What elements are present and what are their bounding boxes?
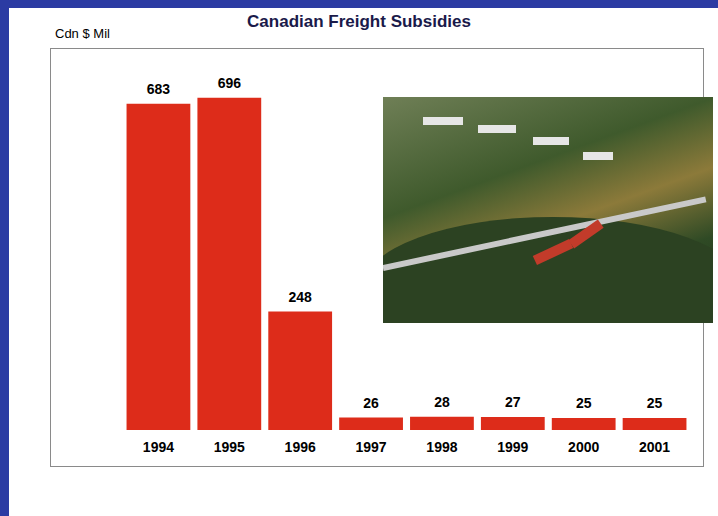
svg-text:26: 26: [363, 395, 379, 411]
svg-text:2000: 2000: [568, 439, 599, 455]
svg-text:696: 696: [218, 75, 242, 91]
svg-text:25: 25: [647, 395, 663, 411]
svg-text:1995: 1995: [214, 439, 245, 455]
svg-text:1994: 1994: [143, 439, 174, 455]
svg-text:27: 27: [505, 394, 521, 410]
svg-text:1998: 1998: [426, 439, 457, 455]
svg-text:28: 28: [434, 394, 450, 410]
svg-text:1997: 1997: [355, 439, 386, 455]
svg-text:683: 683: [147, 81, 171, 97]
svg-text:1996: 1996: [285, 439, 316, 455]
svg-text:25: 25: [576, 395, 592, 411]
svg-text:1999: 1999: [497, 439, 528, 455]
svg-text:Canadian Freight Subsidies: Canadian Freight Subsidies: [247, 12, 471, 31]
svg-text:248: 248: [289, 289, 313, 305]
svg-text:2001: 2001: [639, 439, 670, 455]
svg-text:Cdn $ Mil: Cdn $ Mil: [55, 26, 110, 41]
